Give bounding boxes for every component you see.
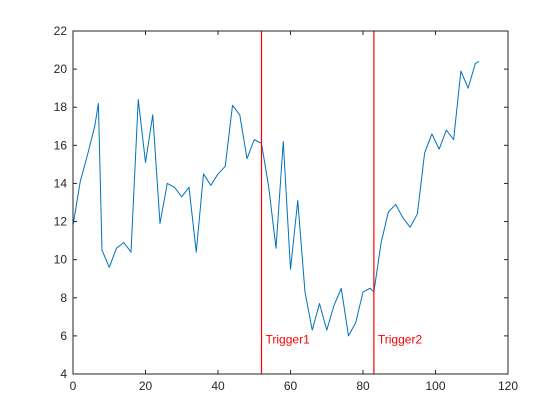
y-tick-label: 12 [54, 215, 68, 229]
axes-group: 0 20 40 60 80 100 120 4 6 8 10 12 14 16 18 20 22 [54, 24, 519, 393]
y-tick-label: 14 [54, 176, 68, 190]
x-tick-label: 120 [498, 379, 518, 393]
y-tick-label: 22 [54, 24, 68, 38]
series-line-0 [72, 61, 480, 337]
x-tick-label: 0 [70, 379, 77, 393]
x-tick-label: 20 [139, 379, 153, 393]
chart-marks: Trigger1 Trigger2 [72, 31, 480, 374]
y-tick-label: 18 [54, 100, 68, 114]
x-tick-label: 40 [211, 379, 225, 393]
y-tick-label: 8 [60, 291, 67, 305]
x-tick-label: 80 [356, 379, 370, 393]
x-tick-label: 60 [284, 379, 298, 393]
y-tick-label: 16 [54, 138, 68, 152]
plot-area [73, 31, 508, 374]
y-tick-label: 20 [54, 62, 68, 76]
trigger-label-1: Trigger1 [266, 333, 311, 347]
y-tick-label: 10 [54, 253, 68, 267]
x-tick-label: 100 [425, 379, 445, 393]
y-tick-label: 6 [60, 329, 67, 343]
trigger-label-2: Trigger2 [378, 333, 423, 347]
y-tick-label: 4 [60, 367, 67, 381]
